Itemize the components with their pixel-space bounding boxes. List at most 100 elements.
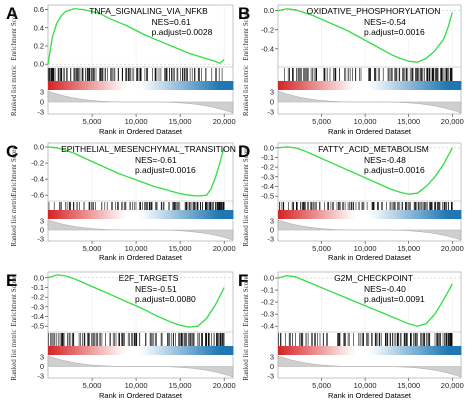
- heat-cell: [128, 210, 132, 219]
- heat-cell: [360, 81, 364, 90]
- y-axis-label-metric: Ranked list metric: [242, 195, 250, 246]
- y-axis-label-enrichment: Enrichment Score: [10, 276, 18, 326]
- heat-cell: [122, 346, 126, 355]
- enrichment-curve: [47, 7, 225, 65]
- heat-cell: [125, 346, 129, 355]
- heat-cell: [433, 81, 437, 90]
- heat-cell: [226, 210, 231, 219]
- y-tick-label: -0.1: [31, 283, 44, 292]
- heat-cell: [152, 346, 157, 355]
- panel-label: F: [238, 271, 248, 290]
- heat-cell: [332, 346, 337, 355]
- heat-cell: [281, 81, 285, 90]
- heat-cell: [75, 346, 80, 355]
- heat-cell: [357, 346, 361, 355]
- heat-cell: [171, 346, 175, 355]
- heat-cell: [314, 346, 319, 355]
- heat-cell: [424, 346, 428, 355]
- gsea-panel-c: C 0.0 -0.2 -0.4 -0.6 EPITHELIAL_MESENCHYMAL_T…: [6, 142, 236, 262]
- enrichment-curve: [277, 274, 453, 327]
- heat-cell: [290, 81, 294, 90]
- heat-cell: [412, 81, 416, 90]
- heat-cell: [189, 81, 194, 90]
- heat-cell: [406, 81, 410, 90]
- heat-cell: [390, 346, 395, 355]
- y-tick-label: 0.0: [34, 273, 44, 282]
- gsea-panel-e: E 0.0-0.1-0.2-0.3-0.4-0.5 E2F_TARGETSNES=-…: [6, 271, 236, 400]
- heat-cell: [360, 210, 364, 219]
- heat-cell: [326, 81, 331, 90]
- heat-cell: [152, 210, 157, 219]
- heat-cell: [199, 81, 203, 90]
- enrichment-curve: [277, 8, 453, 63]
- heat-cell: [63, 346, 67, 355]
- panel-label: A: [6, 4, 18, 23]
- x-tick-label: 5,000: [83, 244, 102, 253]
- heat-cell: [396, 81, 401, 90]
- heat-cell: [424, 81, 428, 90]
- heat-cell: [409, 210, 413, 219]
- heat-cell: [63, 210, 67, 219]
- heat-cell: [97, 81, 101, 90]
- heat-cell: [451, 346, 456, 355]
- heat-cell: [335, 210, 340, 219]
- heat-cell: [115, 210, 120, 219]
- heat-cell: [378, 81, 383, 90]
- heat-cell: [369, 81, 373, 90]
- heat-cell: [189, 346, 194, 355]
- heat-cell: [211, 210, 215, 219]
- gene-set-title: TNFA_SIGNALING_VIA_NFKB: [89, 6, 208, 16]
- y-axis-label-metric: Ranked list metric: [10, 65, 18, 116]
- heat-cell: [140, 210, 144, 219]
- heat-cell: [348, 210, 352, 219]
- heat-cell: [284, 346, 288, 355]
- heat-cell: [143, 81, 148, 90]
- heat-cell: [442, 81, 447, 90]
- x-tick-label: 10,000: [354, 117, 377, 126]
- heat-cell: [329, 210, 334, 219]
- heat-cell: [436, 210, 441, 219]
- heat-cell: [393, 210, 398, 219]
- heat-cell: [339, 81, 343, 90]
- heat-cell: [186, 210, 191, 219]
- heat-cell: [72, 210, 77, 219]
- y-axis-label-metric: Ranked list metric: [10, 329, 18, 380]
- y-tick-label: 0.0: [264, 6, 274, 15]
- heat-cell: [430, 210, 434, 219]
- heat-cell: [296, 210, 300, 219]
- heat-cell: [409, 346, 413, 355]
- heat-cell: [149, 210, 154, 219]
- x-tick-label: 10,000: [125, 381, 148, 390]
- heat-cell: [162, 81, 166, 90]
- heat-cell: [360, 346, 364, 355]
- heat-cell: [403, 346, 407, 355]
- heat-cell: [278, 210, 282, 219]
- heat-cell: [363, 81, 367, 90]
- heat-cell: [54, 346, 58, 355]
- heat-cell: [174, 346, 178, 355]
- heat-cell: [442, 210, 447, 219]
- heat-cell: [366, 346, 370, 355]
- heat-cell: [342, 81, 346, 90]
- metric-tick-label: -3: [37, 235, 44, 244]
- heat-cell: [165, 210, 169, 219]
- heat-cell: [390, 210, 395, 219]
- heat-cell: [137, 210, 141, 219]
- heat-cell: [302, 81, 306, 90]
- heat-cell: [48, 81, 52, 90]
- x-tick-label: 5,000: [312, 381, 331, 390]
- heat-cell: [457, 346, 462, 355]
- metric-tick-label: 3: [40, 353, 44, 362]
- heat-cell: [143, 210, 148, 219]
- heat-cell: [406, 210, 410, 219]
- heat-cell: [112, 210, 117, 219]
- heat-cell: [128, 346, 132, 355]
- heat-cell: [146, 81, 151, 90]
- heat-cell: [125, 210, 129, 219]
- heat-cell: [332, 81, 337, 90]
- metric-tick-label: -3: [267, 108, 274, 117]
- heat-cell: [72, 81, 77, 90]
- heat-cell: [131, 81, 135, 90]
- metric-tick-label: 3: [270, 353, 274, 362]
